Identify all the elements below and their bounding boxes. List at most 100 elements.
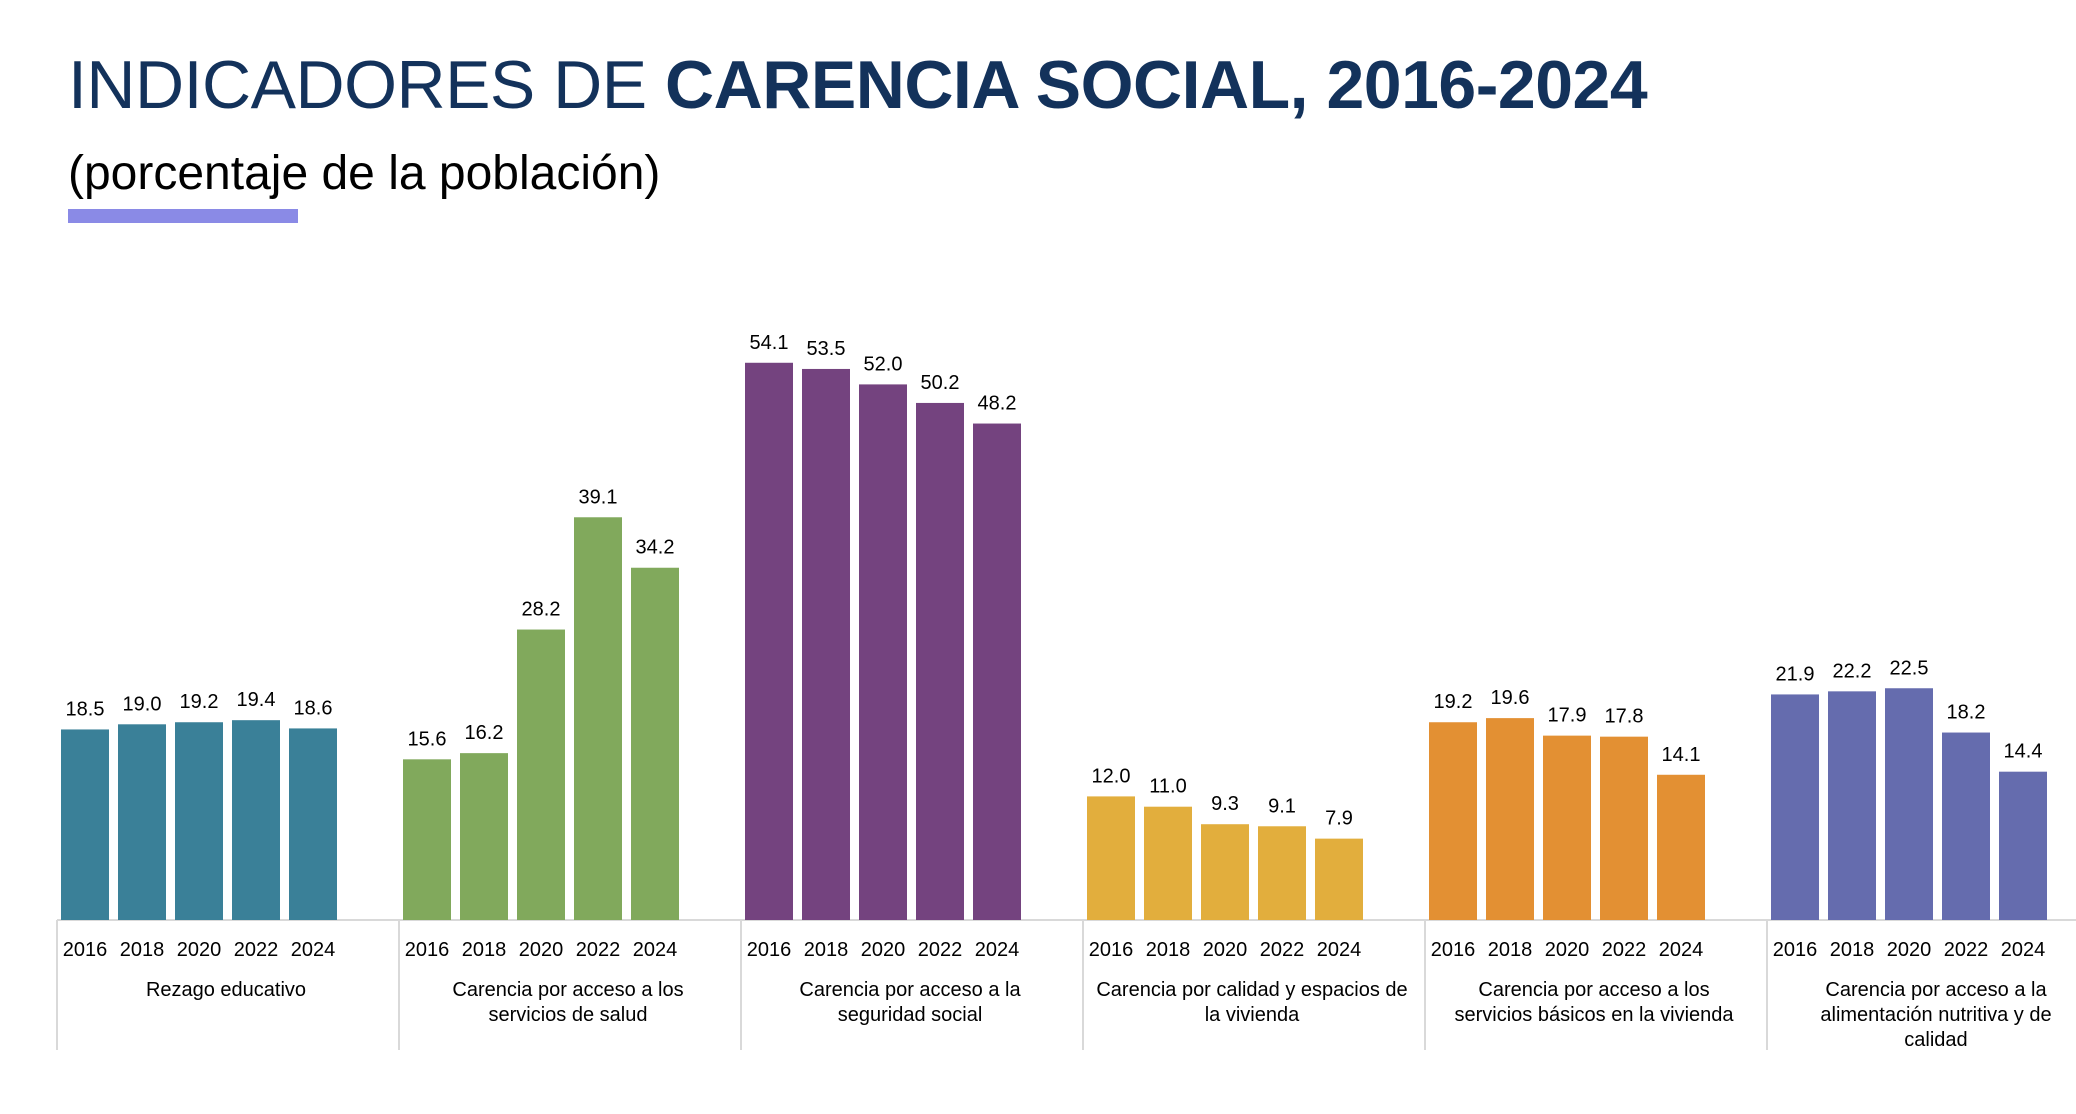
year-tick-label: 2020	[1203, 939, 1248, 961]
data-label: 50.2	[921, 372, 960, 394]
category-label: alimentación nutritiva y de	[1820, 1004, 2051, 1026]
category-label: servicios básicos en la vivienda	[1454, 1004, 1734, 1026]
bar	[1999, 771, 2047, 920]
bar	[1771, 694, 1819, 920]
year-tick-label: 2024	[633, 939, 678, 961]
data-label: 28.2	[522, 599, 561, 621]
data-label: 14.1	[1662, 744, 1701, 766]
bar	[1828, 691, 1876, 920]
year-tick-label: 2022	[918, 939, 963, 961]
bar	[631, 567, 679, 920]
data-label: 18.5	[66, 698, 105, 720]
data-label: 34.2	[636, 537, 675, 559]
category-label: servicios de salud	[489, 1004, 648, 1026]
year-tick-label: 2016	[1431, 939, 1476, 961]
bar	[517, 629, 565, 920]
data-label: 15.6	[408, 728, 447, 750]
data-label: 11.0	[1149, 776, 1186, 798]
data-label: 18.2	[1947, 702, 1986, 724]
page-subtitle: (porcentaje de la población)	[68, 147, 661, 200]
title-part-bold: CARENCIA SOCIAL, 2016-2024	[665, 47, 1648, 123]
data-label: 19.6	[1491, 687, 1530, 709]
year-tick-label: 2016	[1089, 939, 1134, 961]
year-tick-label: 2018	[804, 939, 849, 961]
category-label: Carencia por calidad y espacios de	[1096, 979, 1407, 1001]
data-label: 7.9	[1325, 808, 1353, 830]
bar	[1543, 735, 1591, 920]
data-label: 19.4	[237, 689, 276, 711]
category-label: la vivienda	[1205, 1004, 1300, 1026]
bar	[118, 724, 166, 920]
year-tick-label: 2018	[120, 939, 165, 961]
bar	[1258, 826, 1306, 920]
bar	[1429, 722, 1477, 920]
bar	[289, 728, 337, 920]
year-tick-label: 2020	[1887, 939, 1932, 961]
category-label: Carencia por acceso a la	[799, 979, 1021, 1001]
year-tick-label: 2020	[861, 939, 906, 961]
bar	[1201, 824, 1249, 920]
category-label: seguridad social	[838, 1004, 983, 1026]
category-label: Carencia por acceso a la	[1825, 979, 2047, 1001]
category-label: calidad	[1904, 1029, 1967, 1051]
data-label: 19.2	[1434, 691, 1473, 713]
data-label: 17.8	[1605, 706, 1644, 728]
category-label: Carencia por acceso a los	[1478, 979, 1709, 1001]
page-title: INDICADORES DE CARENCIA SOCIAL, 2016-202…	[68, 46, 1648, 124]
data-label: 53.5	[807, 338, 846, 360]
year-tick-label: 2024	[1317, 939, 1362, 961]
bar	[403, 759, 451, 920]
year-tick-label: 2022	[1260, 939, 1305, 961]
data-label: 19.0	[123, 693, 162, 715]
data-label: 22.2	[1833, 660, 1872, 682]
year-tick-label: 2016	[405, 939, 450, 961]
bar	[1942, 732, 1990, 920]
year-tick-label: 2018	[1830, 939, 1875, 961]
year-tick-label: 2022	[1602, 939, 1647, 961]
year-tick-label: 2020	[1545, 939, 1590, 961]
year-tick-label: 2022	[1944, 939, 1989, 961]
year-tick-label: 2016	[63, 939, 108, 961]
title-part-regular: INDICADORES DE	[68, 47, 666, 123]
bar	[745, 362, 793, 920]
bar	[859, 384, 907, 920]
bar	[232, 720, 280, 920]
data-label: 19.2	[180, 691, 219, 713]
bar	[1600, 736, 1648, 920]
year-tick-label: 2018	[462, 939, 507, 961]
bar	[61, 729, 109, 920]
year-tick-label: 2018	[1146, 939, 1191, 961]
year-tick-label: 2022	[234, 939, 279, 961]
year-tick-label: 2020	[177, 939, 222, 961]
data-label: 48.2	[978, 393, 1017, 415]
bar	[1315, 838, 1363, 920]
year-tick-label: 2024	[1659, 939, 1704, 961]
bar	[1657, 774, 1705, 920]
category-label: Rezago educativo	[146, 979, 306, 1001]
data-label: 16.2	[465, 722, 504, 744]
data-label: 22.5	[1890, 657, 1929, 679]
bar	[1486, 718, 1534, 920]
data-label: 17.9	[1548, 705, 1587, 727]
year-tick-label: 2024	[2001, 939, 2046, 961]
data-label: 12.0	[1092, 765, 1131, 787]
year-tick-label: 2024	[975, 939, 1020, 961]
data-label: 18.6	[294, 697, 333, 719]
bar	[1087, 796, 1135, 920]
year-tick-label: 2016	[1773, 939, 1818, 961]
data-label: 52.0	[864, 353, 903, 375]
bar	[175, 722, 223, 920]
year-tick-label: 2018	[1488, 939, 1533, 961]
year-tick-label: 2016	[747, 939, 792, 961]
data-label: 54.1	[750, 332, 789, 354]
data-label: 21.9	[1776, 663, 1815, 685]
data-label: 9.3	[1211, 793, 1239, 815]
bar	[973, 423, 1021, 920]
bar	[802, 368, 850, 920]
bar	[1144, 806, 1192, 920]
data-label: 39.1	[579, 486, 618, 508]
bar	[916, 402, 964, 920]
bar	[574, 517, 622, 920]
data-label: 9.1	[1268, 795, 1296, 817]
